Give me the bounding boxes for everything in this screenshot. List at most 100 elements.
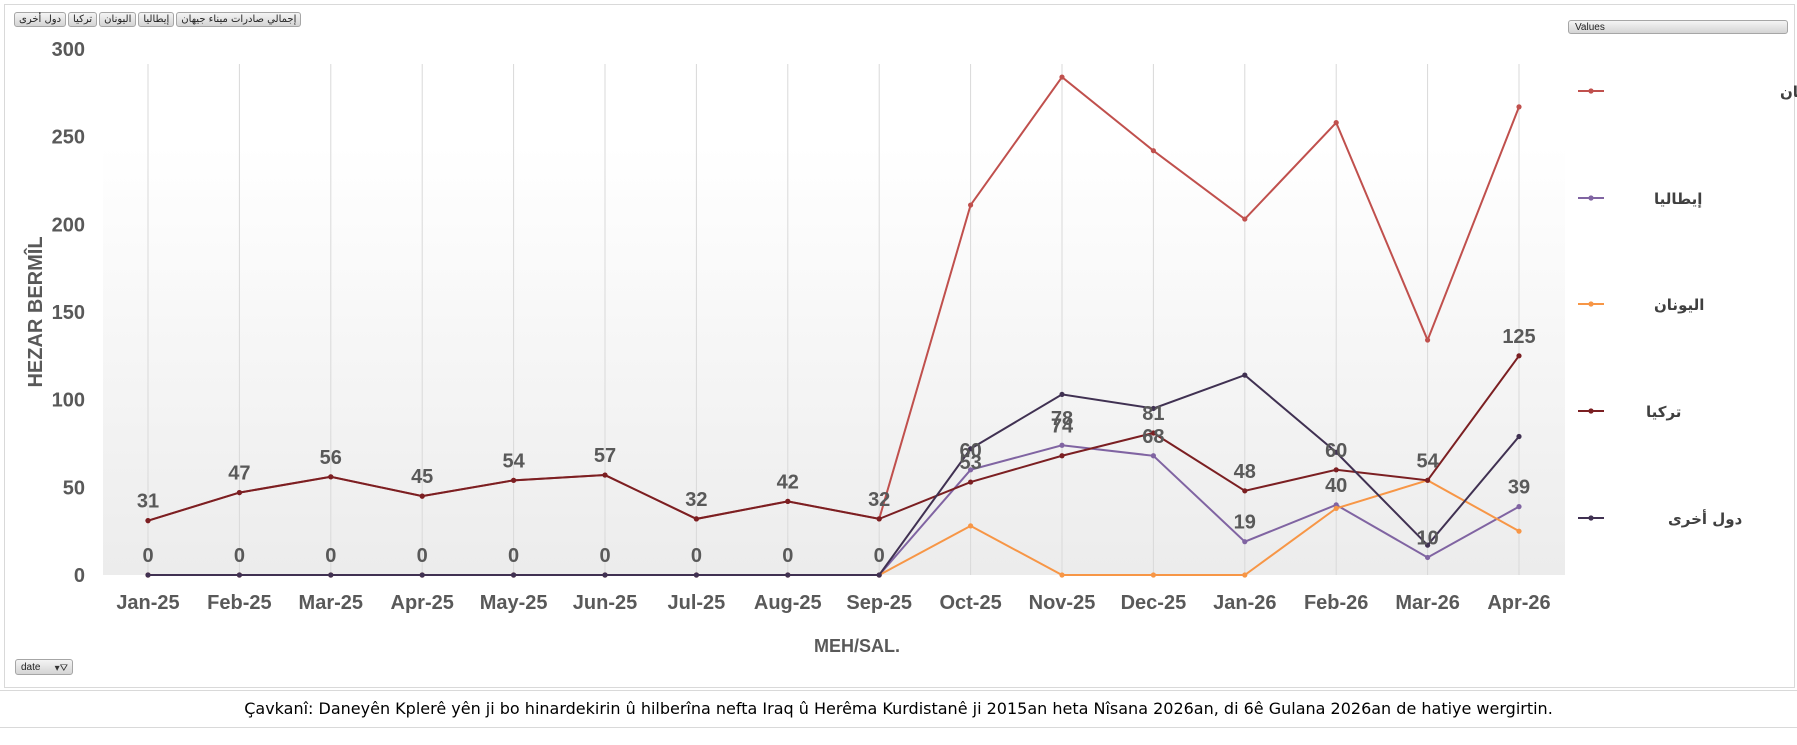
data-point — [1516, 504, 1522, 510]
data-point — [1059, 74, 1065, 80]
data-label: 60 — [1325, 440, 1347, 462]
x-tick-label: Dec-25 — [1121, 592, 1187, 614]
data-point — [236, 489, 242, 496]
data-label: 0 — [599, 545, 610, 567]
data-label: 0 — [874, 545, 885, 567]
x-tick-label: May-25 — [480, 592, 548, 614]
data-point — [1150, 430, 1156, 436]
data-label: 0 — [234, 545, 245, 567]
data-point — [236, 572, 242, 578]
plot-background — [103, 145, 1565, 575]
data-point — [876, 516, 882, 522]
data-label: 57 — [594, 445, 616, 467]
data-label: 125 — [1502, 326, 1535, 348]
data-label: 32 — [685, 489, 707, 511]
data-label: 47 — [228, 463, 250, 485]
legend-label: دول أخرى — [1668, 509, 1743, 528]
data-label: 53 — [959, 452, 981, 474]
data-point — [510, 572, 517, 578]
legend-marker — [1588, 88, 1594, 94]
data-point — [968, 467, 974, 473]
y-tick-label: 50 — [63, 477, 85, 499]
data-point — [968, 446, 974, 452]
y-tick-label: 0 — [74, 565, 85, 587]
field-button-italy[interactable]: إيطاليا — [138, 12, 175, 27]
date-filter-label: date — [21, 662, 41, 673]
data-point — [145, 572, 151, 578]
x-tick-label: Mar-26 — [1395, 592, 1459, 614]
data-point — [1425, 554, 1431, 561]
values-field-button[interactable]: Values — [1568, 20, 1788, 34]
data-point — [1242, 216, 1248, 222]
data-point — [1242, 539, 1248, 545]
data-label: 31 — [137, 491, 159, 513]
data-label: 54 — [1416, 450, 1439, 472]
data-point — [693, 516, 700, 522]
x-tick-label: Nov-25 — [1029, 592, 1096, 614]
y-axis-title: HEZAR BERMÎL — [23, 236, 47, 387]
data-point — [1059, 442, 1065, 448]
data-point — [1516, 353, 1522, 359]
data-label: 74 — [1051, 415, 1074, 437]
x-tick-label: Mar-25 — [299, 592, 363, 614]
date-filter-button[interactable]: date ▾⛛ — [15, 659, 73, 675]
data-point — [1059, 453, 1065, 459]
field-button-total[interactable]: إجمالي صادرات ميناء جيهان — [176, 12, 302, 27]
data-label: 0 — [508, 545, 519, 567]
legend-label: إيطاليا — [1654, 190, 1702, 208]
data-point — [419, 493, 425, 499]
field-button-turkey[interactable]: تركيا — [68, 12, 98, 27]
data-point — [1333, 120, 1339, 126]
data-label: 0 — [142, 545, 153, 567]
x-tick-label: Jan-25 — [116, 592, 179, 614]
y-tick-label: 300 — [52, 39, 85, 61]
x-tick-label: Feb-25 — [207, 592, 271, 614]
data-point — [1242, 488, 1248, 494]
data-point — [1516, 528, 1522, 534]
data-point — [1150, 453, 1156, 459]
data-label: 40 — [1325, 475, 1347, 497]
data-label: 60 — [959, 440, 981, 462]
series-line — [148, 373, 1520, 576]
filter-icon: ▾⛛ — [54, 663, 68, 674]
data-label: 42 — [777, 471, 799, 493]
x-tick-label: Jul-25 — [667, 592, 725, 614]
data-point — [328, 572, 334, 578]
data-label: 10 — [1416, 527, 1438, 549]
data-label: 0 — [782, 545, 793, 567]
legend-label: تركيا — [1646, 403, 1681, 421]
y-tick-label: 100 — [52, 390, 85, 412]
data-label: 0 — [691, 545, 702, 567]
data-point — [785, 498, 791, 504]
data-label: 39 — [1508, 477, 1530, 499]
data-point — [1242, 372, 1248, 378]
data-point — [510, 477, 517, 483]
x-axis-title: MEH/SAL. — [814, 636, 900, 656]
data-point — [1333, 505, 1339, 511]
data-point — [1425, 477, 1431, 483]
data-label: 45 — [411, 466, 433, 488]
data-point — [876, 572, 882, 578]
data-point — [968, 523, 974, 529]
data-point — [1150, 572, 1156, 578]
data-point — [968, 202, 974, 208]
x-tick-label: Sep-25 — [846, 592, 912, 614]
x-tick-label: Aug-25 — [754, 592, 822, 614]
data-point — [1059, 391, 1065, 398]
field-button-others[interactable]: دول أخرى — [14, 12, 67, 27]
data-point — [1242, 572, 1248, 578]
field-buttons: إجمالي صادرات ميناء جيهان إيطاليا اليونا… — [14, 12, 302, 27]
data-point — [602, 572, 608, 578]
data-label: 78 — [1051, 408, 1073, 430]
y-tick-label: 250 — [52, 127, 85, 149]
data-point — [602, 472, 608, 478]
legend-marker — [1588, 515, 1594, 521]
data-point — [1516, 433, 1522, 440]
data-point — [785, 572, 791, 578]
data-label: 54 — [502, 450, 525, 472]
data-label: 48 — [1234, 461, 1256, 483]
field-button-greece[interactable]: اليونان — [99, 12, 137, 27]
y-tick-label: 200 — [52, 214, 85, 236]
legend-label: إجمالي صادرات ميناء جيهان — [1780, 83, 1797, 101]
